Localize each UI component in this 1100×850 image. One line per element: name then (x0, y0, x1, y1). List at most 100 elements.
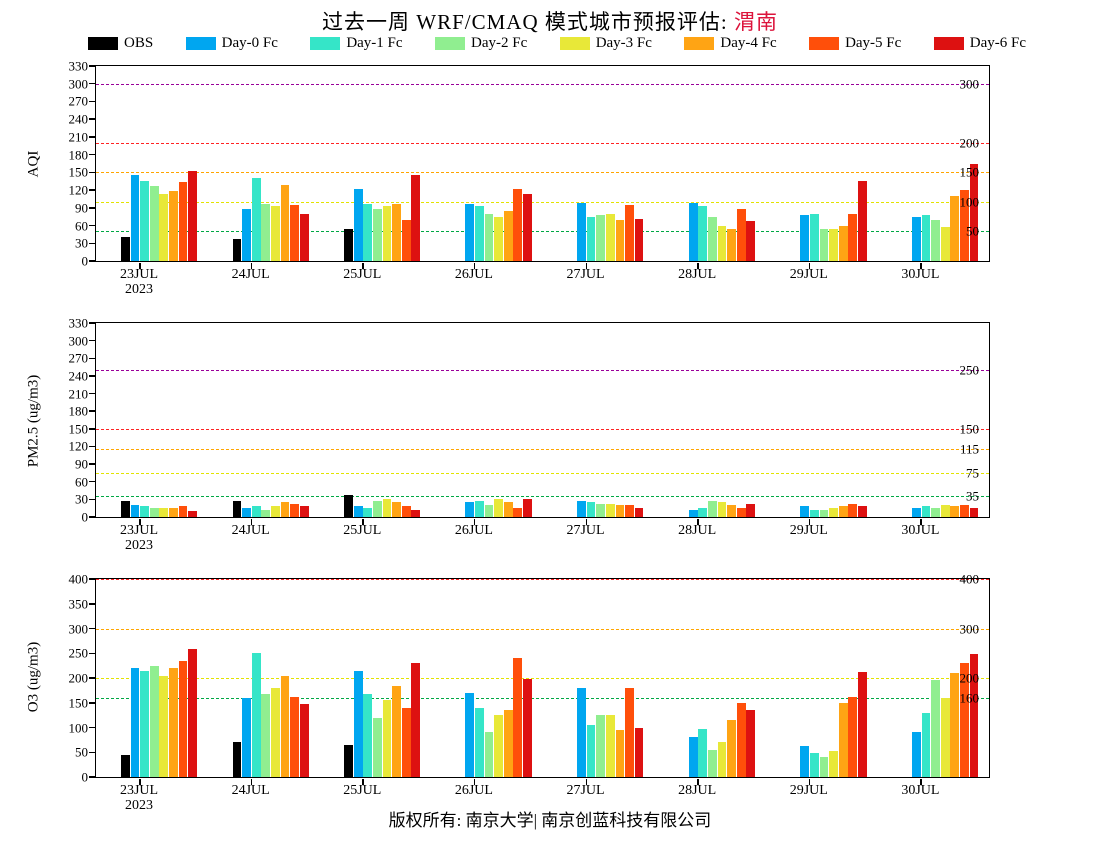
x-tick-label: 28JUL (678, 267, 717, 282)
bar-day-5-fc (513, 188, 523, 261)
plot-area-pm25: 0 30 60 90 120 150 180 210 240 270 300 330 23JUL 2023… (69, 317, 990, 553)
x-tick-mark (697, 263, 699, 269)
threshold-label: 115 (959, 441, 979, 457)
bar-day-1-fc (251, 653, 261, 777)
y-tick-mark (89, 242, 96, 245)
x-tick-mark (250, 519, 253, 525)
bar-day-0-fc (688, 202, 698, 261)
bar-day-6-fc (746, 504, 756, 517)
bar-day-6-fc (634, 219, 644, 261)
bar-day-5-fc (178, 506, 188, 517)
y-tick-mark (89, 392, 96, 395)
bar-day-1-fc (586, 502, 596, 517)
bar-day-4-fc (838, 225, 848, 261)
bar-day-2-fc (819, 228, 829, 261)
bar-day-3-fc (940, 505, 950, 517)
bar-day-5-fc (178, 182, 188, 261)
chart-title: 过去一周 WRF/CMAQ 模式城市预报评估: 渭南 (0, 6, 1100, 36)
bar-day-5-fc (959, 190, 969, 261)
bar-day-1-fc (475, 707, 484, 777)
y-tick-label: 90 (75, 200, 88, 216)
x-tick-label: 29JUL (789, 267, 828, 282)
bar-day-3-fc (494, 715, 504, 777)
x-tick-mark (250, 779, 253, 785)
bar-day-6-fc (523, 499, 532, 517)
x-tick-mark (808, 779, 811, 785)
bar-day-4-fc (392, 686, 402, 777)
bar-day-4-fc (392, 203, 402, 261)
bar-day-5-fc (736, 702, 746, 777)
y-tick-label: 200 (68, 670, 89, 686)
bar-day-4-fc (503, 502, 513, 517)
y-tick-mark (89, 603, 96, 605)
bar-day-2-fc (931, 680, 940, 777)
bar-day-5-fc (848, 504, 858, 517)
y-tick-label: 120 (68, 438, 89, 454)
threshold-line (96, 472, 989, 474)
y-tick-mark (89, 189, 96, 191)
bar-day-1-fc (698, 729, 708, 777)
bar-day-2-fc (596, 715, 606, 777)
x-tick-label: 23JUL (119, 523, 159, 538)
bar-day-1-fc (363, 693, 373, 777)
bar-day-0-fc (465, 502, 475, 517)
x-tick-mark (808, 519, 811, 525)
bar-obs (344, 494, 354, 517)
bar-day-6-fc (857, 672, 867, 777)
x-tick-label: 24JUL (231, 267, 270, 282)
x-tick-label: 27JUL (566, 267, 605, 282)
bar-day-2-fc (707, 749, 717, 777)
y-tick-mark (89, 578, 96, 580)
threshold-label: 400 (959, 571, 980, 587)
x-tick-mark (585, 779, 587, 785)
y-tick-mark (89, 322, 96, 324)
bar-day-6-fc (634, 508, 644, 517)
x-tick-mark (473, 779, 476, 785)
bar-day-5-fc (959, 505, 969, 517)
bar-day-2-fc (149, 185, 159, 261)
y-tick-label: 100 (68, 720, 89, 735)
bar-day-4-fc (950, 673, 960, 777)
threshold-label: 200 (959, 670, 980, 686)
threshold-label: 150 (959, 421, 980, 437)
x-tick-label: 23JUL (119, 267, 159, 282)
threshold-line (96, 83, 989, 85)
legend-item-obs: OBS (88, 35, 153, 52)
x-tick-label: 24JUL (231, 523, 270, 538)
bar-day-3-fc (159, 675, 169, 777)
bar-day-4-fc (392, 502, 402, 517)
bar-day-5-fc (513, 658, 523, 777)
bar-day-2-fc (484, 213, 494, 261)
y-tick-label: 180 (68, 403, 89, 419)
bar-day-3-fc (382, 206, 392, 261)
bar-day-2-fc (707, 216, 717, 261)
bar-day-4-fc (280, 185, 290, 261)
x-tick-mark (362, 779, 364, 785)
bar-day-0-fc (911, 508, 921, 517)
bar-day-3-fc (605, 213, 615, 261)
bar-day-4-fc (727, 228, 736, 261)
y-tick-label: 120 (68, 182, 89, 198)
bar-day-0-fc (577, 500, 586, 517)
bar-day-6-fc (969, 654, 979, 777)
bar-day-4-fc (727, 505, 736, 517)
bar-day-5-fc (848, 213, 858, 261)
bar-day-3-fc (829, 508, 838, 517)
bar-day-1-fc (251, 506, 261, 517)
y-tick-label: 90 (75, 456, 88, 472)
bar-day-0-fc (242, 209, 252, 261)
y-tick-mark (89, 224, 96, 227)
bar-day-1-fc (809, 509, 819, 517)
bar-day-1-fc (921, 712, 931, 777)
bar-day-5-fc (848, 696, 858, 777)
threshold-line (96, 370, 989, 372)
bar-day-4-fc (169, 668, 178, 777)
y-tick-mark (89, 751, 96, 753)
y-tick-label: 60 (75, 474, 88, 490)
bar-day-0-fc (800, 506, 810, 517)
threshold-line (96, 201, 989, 203)
legend-item-day-2-fc: Day-2 Fc (435, 35, 527, 52)
threshold-label: 35 (966, 488, 979, 504)
bar-day-2-fc (373, 717, 382, 777)
bar-day-2-fc (373, 500, 382, 517)
